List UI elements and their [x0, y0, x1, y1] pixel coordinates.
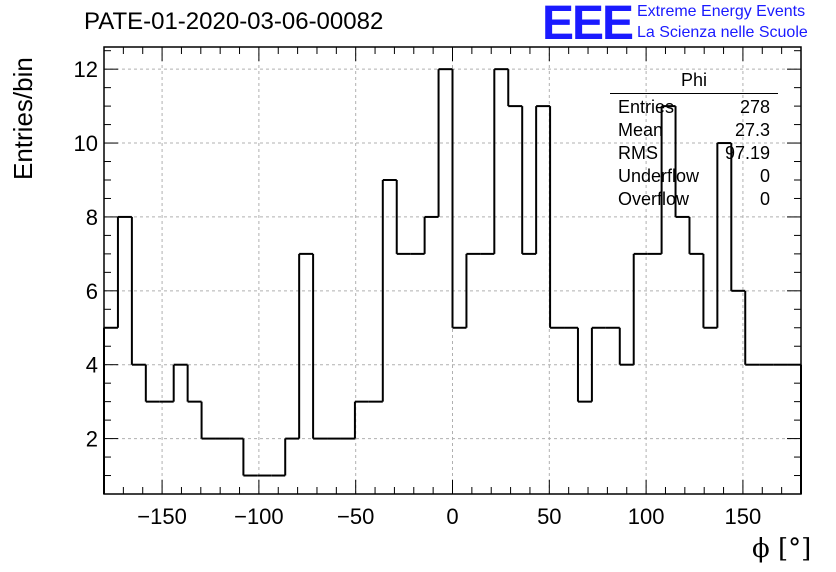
stats-row-underflow: Underflow 0 — [610, 165, 778, 188]
axis-ticks — [103, 47, 802, 494]
y-tick-label: 12 — [74, 57, 98, 82]
stats-value: 97.19 — [724, 143, 770, 163]
chart-title: PATE-01-2020-03-06-00082 — [84, 8, 384, 35]
stats-label: Underflow — [618, 166, 700, 186]
y-tick-label: 10 — [74, 131, 98, 156]
stats-row-rms: RMS 97.19 — [610, 142, 778, 165]
y-tick-label: 2 — [86, 427, 98, 452]
logo-line-1: Extreme Energy Events — [637, 3, 806, 20]
x-tick-label: −100 — [234, 504, 284, 529]
stats-label: Overflow — [618, 189, 690, 209]
x-tick-label: 100 — [628, 504, 665, 529]
x-tick-label: 0 — [446, 504, 458, 529]
stats-value: 27.3 — [734, 120, 770, 140]
stats-title: Phi — [610, 70, 778, 94]
stats-row-overflow: Overflow 0 — [610, 188, 778, 211]
stats-value: 278 — [739, 97, 770, 117]
stats-label: Mean — [618, 120, 664, 140]
x-tick-label: −150 — [137, 504, 187, 529]
x-tick-label: −50 — [337, 504, 374, 529]
stats-label: RMS — [618, 143, 658, 163]
y-tick-label: 4 — [86, 353, 98, 378]
stats-label: Entries — [618, 97, 675, 117]
stats-value: 0 — [759, 166, 770, 186]
x-tick-label: 50 — [537, 504, 561, 529]
x-axis-label: ϕ [°] — [752, 534, 812, 564]
x-tick-label: 150 — [725, 504, 762, 529]
logo-line-2: La Scienza nelle Scuole — [637, 24, 808, 41]
stats-row-entries: Entries 278 — [610, 96, 778, 119]
stats-row-mean: Mean 27.3 — [610, 119, 778, 142]
stats-box: Phi Entries 278 Mean 27.3 RMS 97.19 Unde… — [610, 70, 778, 211]
y-tick-label: 8 — [86, 205, 98, 230]
stats-value: 0 — [759, 189, 770, 209]
y-tick-label: 6 — [86, 279, 98, 304]
y-axis-label: Entries/bin — [8, 57, 38, 180]
eee-logo: EEE — [542, 0, 634, 50]
tick-labels: −150 −100 −50 0 50 100 150 2 4 6 8 10 12 — [74, 57, 762, 529]
